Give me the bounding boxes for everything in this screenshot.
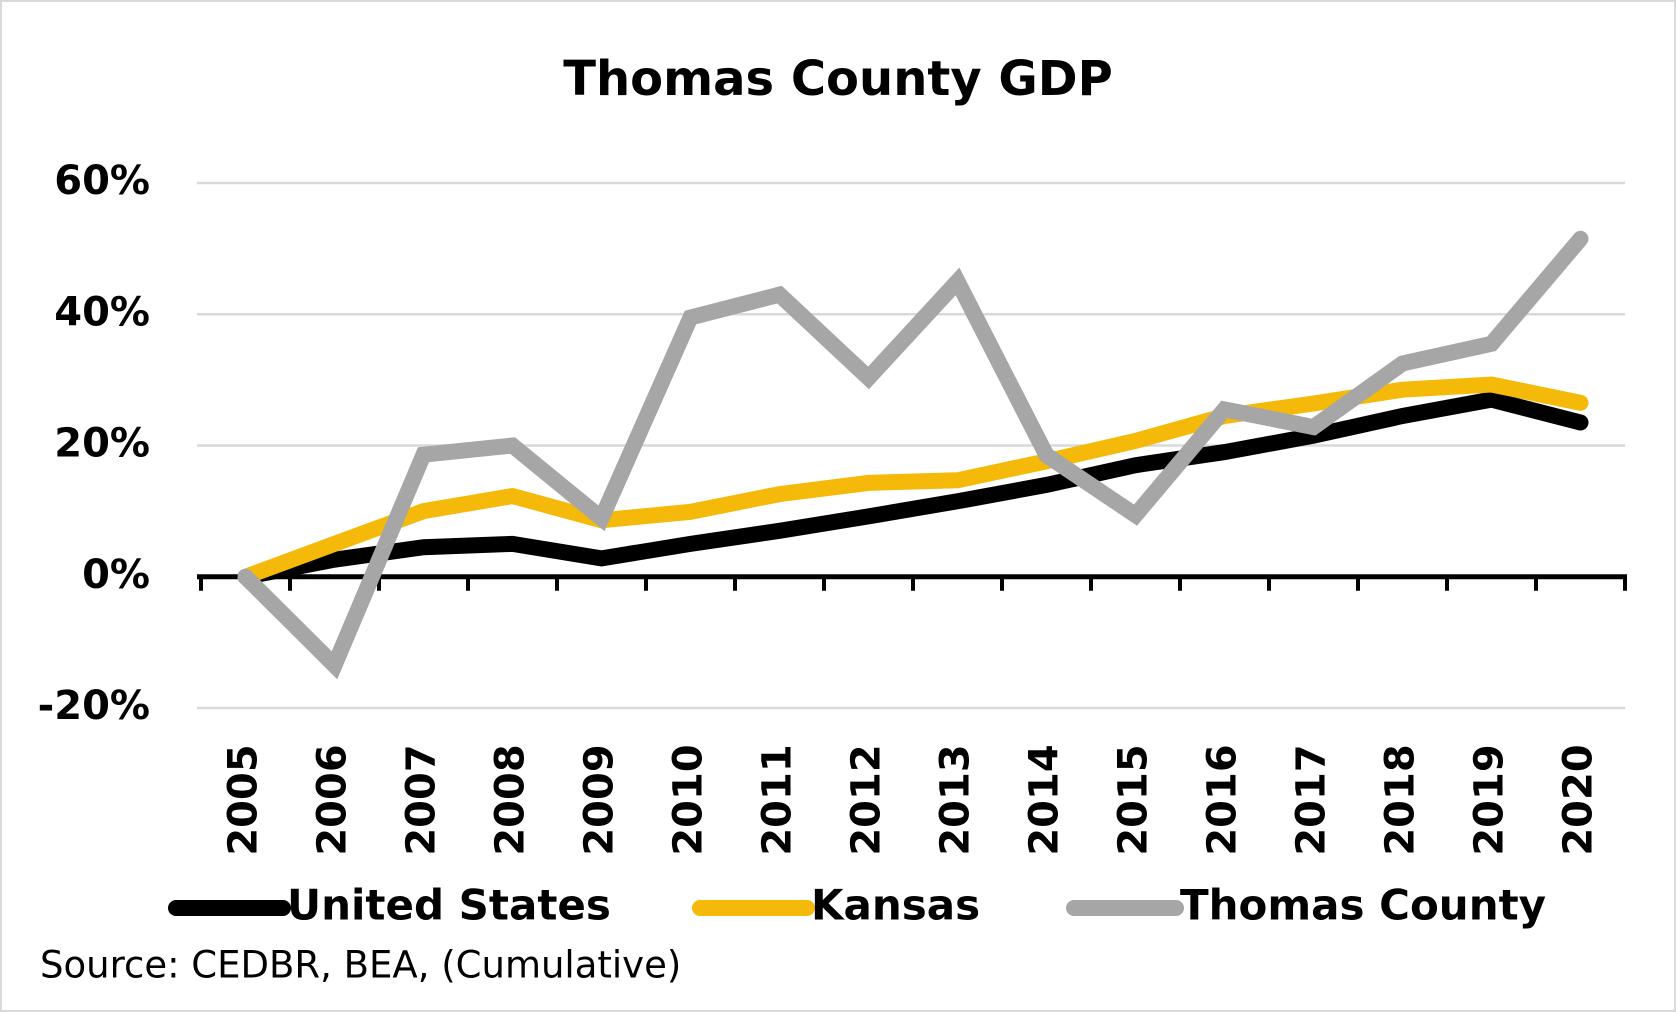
x-tick-label: 2015 [1111, 744, 1157, 855]
x-tick-label: 2006 [310, 744, 356, 855]
legend-label: Kansas [811, 881, 980, 930]
y-tick-label: 20% [54, 421, 150, 467]
chart-title: Thomas County GDP [563, 51, 1113, 107]
x-tick-label: 2008 [488, 744, 534, 855]
x-tick-label: 2010 [666, 744, 712, 855]
y-tick-label: 60% [54, 158, 150, 204]
x-tick-label: 2016 [1200, 744, 1246, 855]
y-tick-label: 0% [82, 552, 150, 598]
legend-label: United States [287, 881, 611, 930]
source-note: Source: CEDBR, BEA, (Cumulative) [40, 944, 681, 987]
x-tick-label: 2009 [577, 744, 623, 855]
x-tick-label: 2019 [1467, 744, 1513, 855]
x-tick-label: 2012 [844, 744, 890, 855]
x-tick-label: 2013 [933, 744, 979, 855]
x-tick-label: 2007 [399, 744, 445, 855]
x-tick-label: 2020 [1556, 744, 1602, 855]
x-tick-label: 2005 [221, 744, 267, 855]
series-line [237, 391, 1589, 585]
legend-label: Thomas County [1180, 881, 1546, 930]
series-line [237, 230, 1589, 680]
y-tick-label: 40% [54, 289, 150, 335]
x-tick-label: 2018 [1378, 744, 1424, 855]
x-tick-label: 2014 [1022, 744, 1068, 855]
x-tick-label: 2017 [1289, 744, 1335, 855]
y-tick-label: -20% [38, 683, 150, 729]
x-tick-label: 2011 [755, 744, 801, 855]
